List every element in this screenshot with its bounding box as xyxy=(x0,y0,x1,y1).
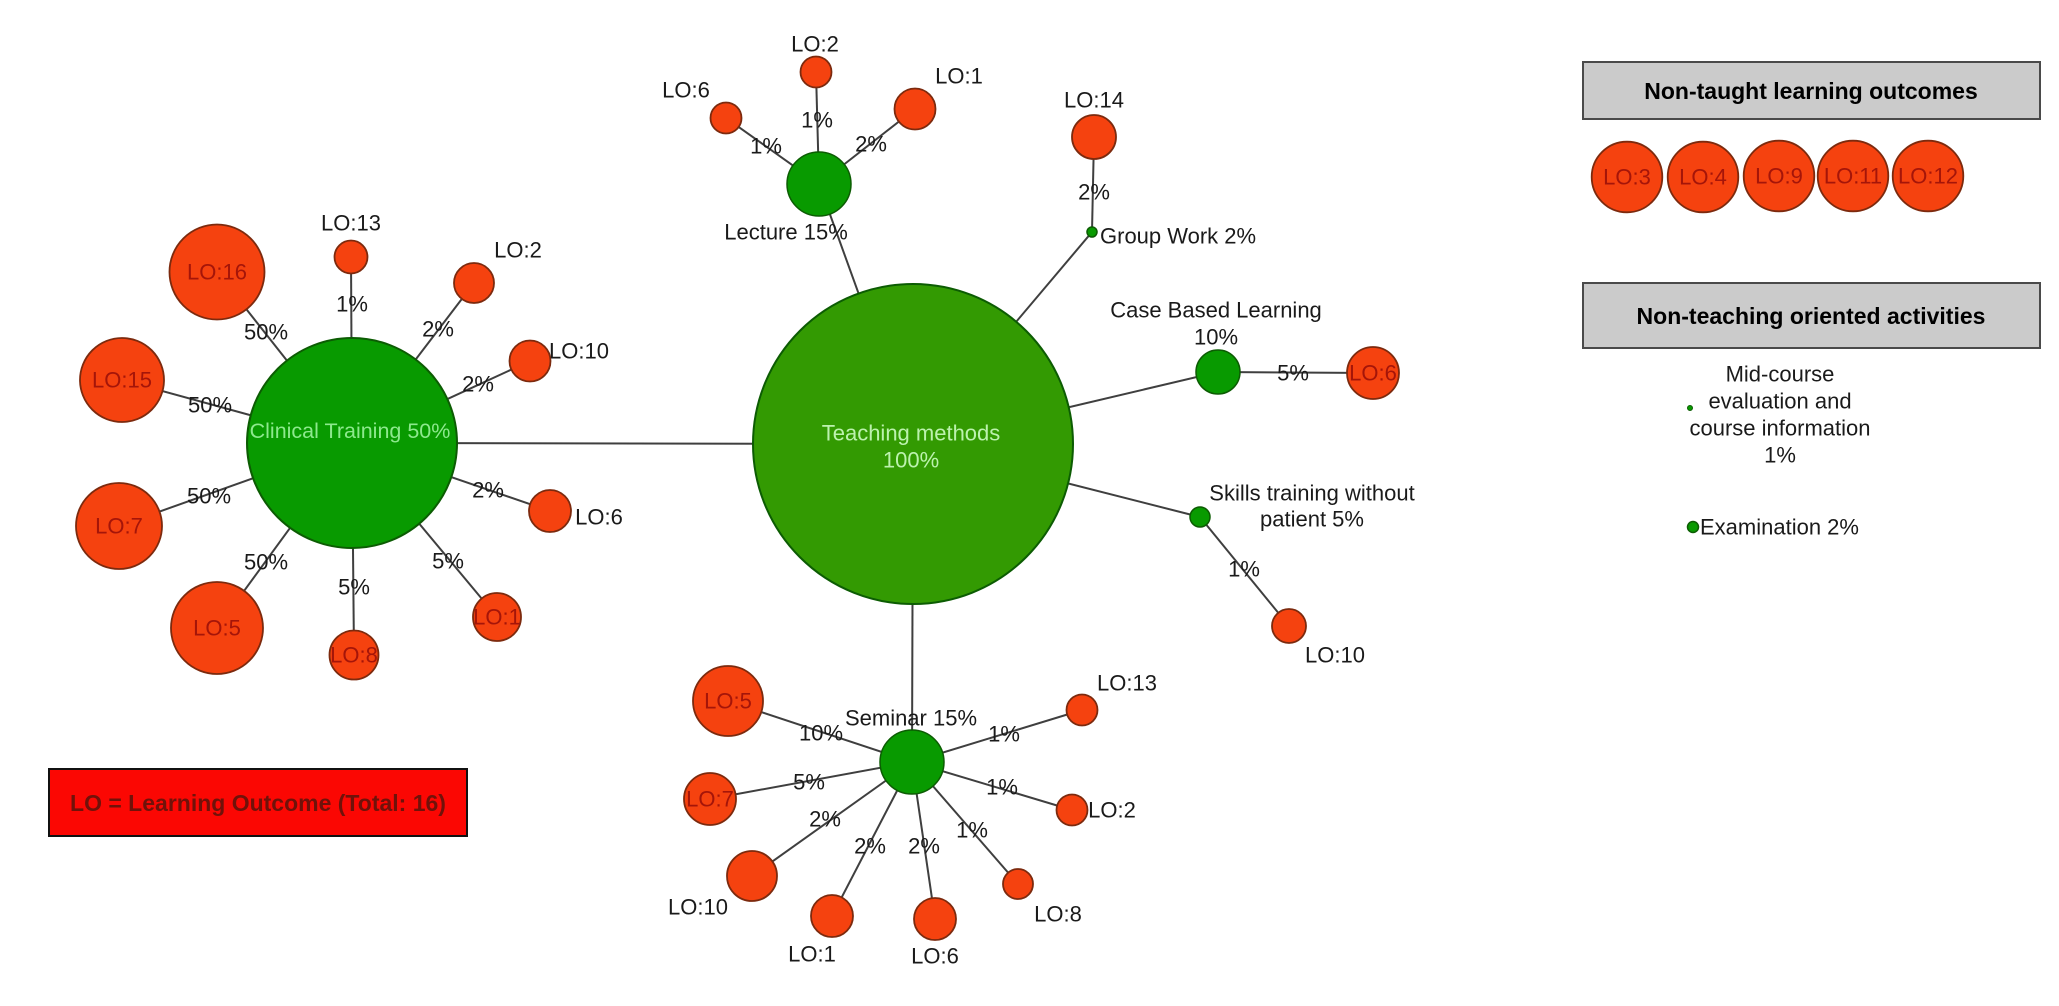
svg-text:Skills training without: Skills training without xyxy=(1209,481,1414,506)
svg-text:1%: 1% xyxy=(1228,557,1260,582)
svg-text:LO:9: LO:9 xyxy=(1755,164,1803,189)
svg-text:LO:6: LO:6 xyxy=(911,944,959,969)
svg-text:Examination 2%: Examination 2% xyxy=(1700,515,1859,540)
svg-text:2%: 2% xyxy=(462,372,494,397)
svg-text:LO:10: LO:10 xyxy=(549,339,609,364)
svg-text:2%: 2% xyxy=(1078,180,1110,205)
svg-text:2%: 2% xyxy=(854,834,886,859)
svg-text:5%: 5% xyxy=(338,575,370,600)
svg-text:LO:1: LO:1 xyxy=(935,64,983,89)
svg-text:LO:1: LO:1 xyxy=(473,605,521,630)
svg-text:50%: 50% xyxy=(244,320,288,345)
svg-text:Case Based Learning: Case Based Learning xyxy=(1110,298,1322,323)
svg-text:Teaching methods: Teaching methods xyxy=(822,421,1001,446)
svg-text:Lecture 15%: Lecture 15% xyxy=(724,220,848,245)
svg-text:LO:7: LO:7 xyxy=(95,514,143,539)
svg-text:50%: 50% xyxy=(244,550,288,575)
svg-text:LO:11: LO:11 xyxy=(1824,164,1882,189)
svg-text:50%: 50% xyxy=(188,393,232,418)
svg-text:1%: 1% xyxy=(750,134,782,159)
svg-text:LO:10: LO:10 xyxy=(1305,643,1365,668)
svg-text:100%: 100% xyxy=(883,448,939,473)
svg-text:5%: 5% xyxy=(793,770,825,795)
svg-text:1%: 1% xyxy=(956,818,988,843)
svg-text:2%: 2% xyxy=(472,478,504,503)
svg-text:LO:12: LO:12 xyxy=(1898,164,1958,189)
svg-text:10%: 10% xyxy=(1194,325,1238,350)
svg-text:evaluation and: evaluation and xyxy=(1708,389,1851,414)
svg-text:LO:14: LO:14 xyxy=(1064,88,1124,113)
svg-text:LO:2: LO:2 xyxy=(494,238,542,263)
svg-text:2%: 2% xyxy=(422,317,454,342)
svg-text:LO:13: LO:13 xyxy=(321,211,381,236)
svg-text:Clinical Training 50%: Clinical Training 50% xyxy=(250,419,451,443)
svg-text:LO:5: LO:5 xyxy=(193,616,241,641)
svg-text:2%: 2% xyxy=(908,834,940,859)
svg-text:LO:10: LO:10 xyxy=(668,895,728,920)
svg-text:LO:6: LO:6 xyxy=(1349,361,1397,386)
svg-text:Group Work 2%: Group Work 2% xyxy=(1100,224,1256,249)
svg-text:LO:3: LO:3 xyxy=(1603,165,1651,190)
svg-text:10%: 10% xyxy=(799,721,843,746)
svg-text:LO:4: LO:4 xyxy=(1679,165,1727,190)
svg-text:1%: 1% xyxy=(801,108,833,133)
svg-text:LO:8: LO:8 xyxy=(1034,902,1082,927)
svg-text:LO:15: LO:15 xyxy=(92,368,152,393)
svg-text:LO:13: LO:13 xyxy=(1097,671,1157,696)
svg-text:LO:8: LO:8 xyxy=(330,643,378,668)
svg-text:1%: 1% xyxy=(988,722,1020,747)
svg-text:patient 5%: patient 5% xyxy=(1260,507,1364,532)
svg-text:Non-teaching oriented activiti: Non-teaching oriented activities xyxy=(1637,303,1986,329)
svg-text:50%: 50% xyxy=(187,484,231,509)
svg-text:LO:5: LO:5 xyxy=(704,689,752,714)
svg-text:1%: 1% xyxy=(1764,443,1796,468)
svg-text:Non-taught learning outcomes: Non-taught learning outcomes xyxy=(1644,78,1978,104)
svg-text:LO:1: LO:1 xyxy=(788,942,836,967)
svg-text:2%: 2% xyxy=(855,132,887,157)
svg-text:LO:6: LO:6 xyxy=(575,505,623,530)
svg-text:LO:6: LO:6 xyxy=(662,78,710,103)
svg-text:LO:7: LO:7 xyxy=(686,787,734,812)
svg-text:5%: 5% xyxy=(1277,361,1309,386)
svg-text:Mid-course: Mid-course xyxy=(1726,362,1835,387)
svg-text:LO:2: LO:2 xyxy=(1088,798,1136,823)
svg-text:LO:16: LO:16 xyxy=(187,260,247,285)
svg-text:LO:2: LO:2 xyxy=(791,32,839,57)
svg-text:LO = Learning Outcome (Total:: LO = Learning Outcome (Total: 16) xyxy=(70,790,446,816)
svg-text:2%: 2% xyxy=(809,807,841,832)
svg-text:course information: course information xyxy=(1690,416,1871,441)
svg-text:1%: 1% xyxy=(986,775,1018,800)
svg-text:1%: 1% xyxy=(336,292,368,317)
svg-text:Seminar 15%: Seminar 15% xyxy=(845,706,977,731)
svg-text:5%: 5% xyxy=(432,549,464,574)
